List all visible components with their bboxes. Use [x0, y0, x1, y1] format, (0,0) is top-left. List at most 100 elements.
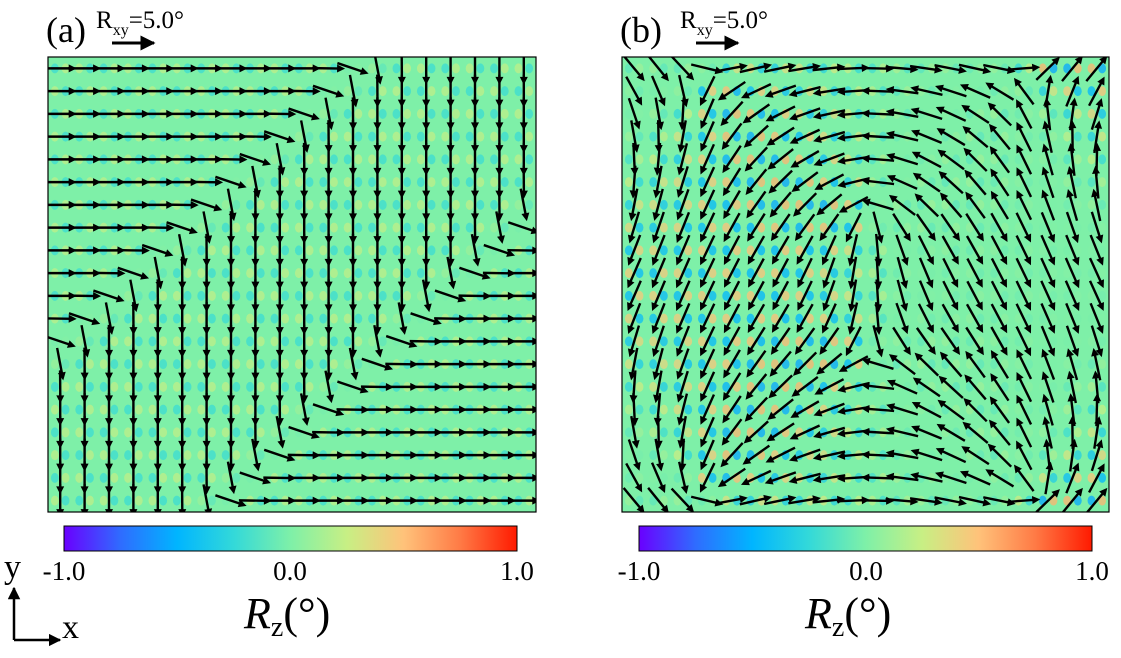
panel-a-arrow: [80, 484, 89, 512]
panel-a-rz-lobe: [183, 427, 192, 438]
panel-b-arrow: [724, 257, 741, 288]
panel-a-rz-lobe: [246, 450, 254, 461]
panel-b-rz-lobe: [684, 154, 693, 165]
panel-a-rz-lobe: [343, 177, 352, 188]
panel-b-rz-lobe: [635, 268, 644, 279]
panel-a-rz-lobe: [403, 86, 412, 97]
panel-b-arrow: [746, 190, 767, 219]
panel-b-arrow: [1093, 416, 1103, 449]
panel-b-arrow: [627, 302, 642, 334]
panel-b-rz-lobe: [1098, 86, 1107, 97]
panel-a-rz-lobe: [427, 290, 436, 301]
panel-a-rz-lobe: [197, 427, 206, 438]
panel-b-rz-lobe: [708, 472, 717, 483]
panel-b-rz-lobe: [1098, 245, 1107, 256]
panel-b-arrow: [722, 395, 742, 424]
panel-b-rz-lobe: [1014, 359, 1023, 370]
panel-b-arrow: [699, 234, 716, 266]
panel-b-arrow: [700, 394, 716, 425]
panel-b-arrow: [861, 357, 894, 370]
panel-b-arrow: [861, 198, 894, 211]
panel-b-arrow: [885, 426, 919, 438]
panel-b-rz-lobe: [1000, 290, 1009, 301]
panel-b-rz-lobe: [708, 427, 717, 438]
panel-b-rz-lobe: [1073, 222, 1082, 233]
panel-a-rz-lobe: [294, 404, 303, 415]
panel-b-rz-lobe: [1014, 131, 1023, 142]
panel-a-rz-lobe: [465, 177, 474, 188]
panel-a-rz-lobe: [86, 472, 94, 483]
panel-a-rz-lobe: [246, 427, 254, 438]
panel-b-arrow: [990, 350, 1010, 379]
panel-a-rz-lobe: [148, 427, 157, 438]
panel-b-rz-lobe: [684, 404, 693, 415]
panel-b-rz-lobe: [990, 336, 998, 347]
panel-a-rz-lobe: [378, 63, 387, 74]
panel-b-arrow: [700, 189, 716, 220]
panel-b-arrow: [763, 494, 797, 506]
panel-b-rz-lobe: [976, 245, 985, 256]
panel-b-rz-lobe: [976, 290, 985, 301]
panel-b-arrow: [892, 213, 911, 242]
panel-a-arrow: [507, 221, 536, 235]
panel-b-rz-lobe: [659, 131, 668, 142]
panel-b-rz-lobe: [624, 290, 633, 301]
panel-a-rz-lobe: [294, 245, 303, 256]
panel-b-arrow: [1013, 464, 1035, 492]
panel-b-rz-lobe: [1000, 404, 1009, 415]
panel-b-rz-lobe: [941, 268, 950, 279]
panel-a-rz-lobe: [183, 268, 192, 279]
panel-a-arrow: [214, 175, 247, 189]
panel-a-rz-lobe: [221, 404, 230, 415]
panel-b-arrow: [768, 169, 793, 194]
panel-a-arrow: [348, 347, 359, 381]
panel-b-label: (b): [620, 10, 662, 50]
panel-b-arrow: [1007, 495, 1041, 504]
panel-b-rz-lobe: [879, 245, 887, 256]
panel-b-rz-lobe: [673, 245, 682, 256]
panel-b-rz-lobe: [635, 450, 644, 461]
panel-a-rz-lobe: [354, 222, 363, 233]
panel-b-rz-lobe: [903, 313, 912, 324]
panel-a-rz-lobe: [354, 154, 363, 165]
panel-a-rz-lobe: [124, 450, 132, 461]
panel-a-rz-lobe: [183, 359, 192, 370]
panel-a-rz-lobe: [124, 359, 132, 370]
panel-b-arrow: [990, 280, 1007, 311]
panel-b-arrow: [650, 462, 666, 494]
panel-b-rz-lobe: [1098, 131, 1107, 142]
panel-b-rz-lobe: [952, 245, 960, 256]
panel-a-rz-lobe: [525, 199, 534, 210]
panel-b-rz-lobe: [965, 199, 974, 210]
panel-b-rz-lobe: [684, 268, 693, 279]
panel-a-rz-lobe: [183, 472, 192, 483]
panel-a-rz-lobe: [256, 404, 265, 415]
panel-b-rz-lobe: [684, 313, 693, 324]
panel-b-rz-lobe: [868, 245, 877, 256]
panel-b-arrow: [935, 471, 967, 485]
panel-b-rz-lobe: [722, 131, 731, 142]
panel-b-arrow: [796, 303, 814, 334]
panel-a-rz-lobe: [221, 359, 230, 370]
panel-b-rz-lobe: [649, 359, 658, 370]
panel-a-rz-lobe: [256, 245, 265, 256]
panel-b-rz-lobe: [1063, 108, 1072, 119]
panel-b-rz-lobe: [781, 245, 790, 256]
panel-b-arrow: [861, 154, 895, 163]
panel-b-rz-lobe: [673, 381, 682, 392]
panel-b-arrow: [990, 168, 1010, 197]
panel-a-rz-lobe: [256, 359, 265, 370]
panel-b-arrow: [740, 83, 772, 99]
panel-b-arrow: [1090, 325, 1104, 358]
panel-b-rz-lobe: [1038, 404, 1047, 415]
panel-b-rz-lobe: [781, 336, 790, 347]
panel-b-arrow: [797, 280, 813, 311]
panel-b-rz-lobe: [722, 404, 731, 415]
panel-b-rz-lobe: [1000, 154, 1009, 165]
panel-b-arrow: [771, 303, 790, 333]
panel-a-rz-lobe: [256, 268, 265, 279]
panel-b-arrow: [912, 377, 941, 398]
panel-a-rz-lobe: [354, 359, 363, 370]
panel-a-rz-lobe: [319, 199, 328, 210]
panel-a-rz-lobe: [294, 177, 303, 188]
